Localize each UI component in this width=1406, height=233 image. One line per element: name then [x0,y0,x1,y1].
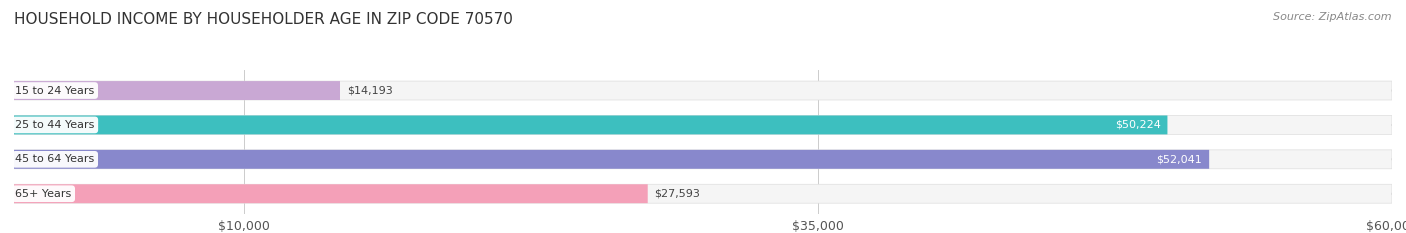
Text: Source: ZipAtlas.com: Source: ZipAtlas.com [1274,12,1392,22]
FancyBboxPatch shape [14,150,1392,169]
FancyBboxPatch shape [14,81,340,100]
Text: $27,593: $27,593 [655,189,700,199]
Text: 25 to 44 Years: 25 to 44 Years [15,120,94,130]
FancyBboxPatch shape [14,150,1209,169]
FancyBboxPatch shape [14,184,648,203]
FancyBboxPatch shape [14,116,1167,134]
Text: 15 to 24 Years: 15 to 24 Years [15,86,94,96]
FancyBboxPatch shape [14,184,1392,203]
Text: $52,041: $52,041 [1157,154,1202,164]
Text: $50,224: $50,224 [1115,120,1160,130]
Text: HOUSEHOLD INCOME BY HOUSEHOLDER AGE IN ZIP CODE 70570: HOUSEHOLD INCOME BY HOUSEHOLDER AGE IN Z… [14,12,513,27]
Text: 65+ Years: 65+ Years [15,189,72,199]
Text: $14,193: $14,193 [347,86,392,96]
Text: 45 to 64 Years: 45 to 64 Years [15,154,94,164]
FancyBboxPatch shape [14,81,1392,100]
FancyBboxPatch shape [14,116,1392,134]
